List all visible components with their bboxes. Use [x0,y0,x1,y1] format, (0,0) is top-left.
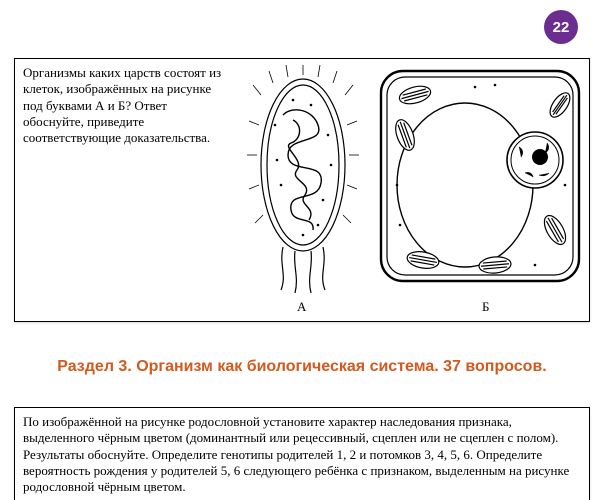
page-number: 22 [553,19,570,36]
question-card-1: Организмы каких царств состоят из клеток… [14,58,590,322]
section-3-title: Раздел 3. Организм как биологическая сис… [0,358,604,376]
prokaryote-cell-diagram [233,65,373,295]
page: 22 Организмы каких царств состоят из кле… [0,0,604,500]
figure-label-b: Б [482,299,489,315]
plant-cell-diagram [375,65,585,295]
question-1-text: Организмы каких царств состоят из клеток… [23,65,223,146]
question-2-text: По изображённой на рисунке родословной у… [23,414,581,495]
figure-cells: А Б [225,65,581,317]
figure-label-a: А [297,299,306,315]
question-card-2: По изображённой на рисунке родословной у… [14,407,590,500]
page-number-badge: 22 [544,10,578,44]
